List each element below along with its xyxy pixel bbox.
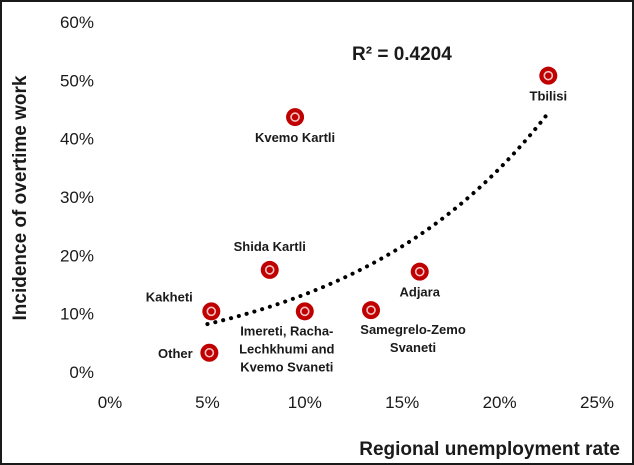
- y-tick-label: 0%: [69, 363, 94, 382]
- x-axis-ticks: 0% 5% 10% 15% 20% 25%: [98, 393, 614, 412]
- y-tick-label: 50%: [60, 71, 94, 90]
- y-tick-label: 40%: [60, 130, 94, 149]
- x-tick-label: 0%: [98, 393, 123, 412]
- data-points: [200, 66, 558, 362]
- x-axis-title: Regional unemployment rate: [359, 439, 620, 460]
- x-tick-label: 20%: [483, 393, 517, 412]
- x-tick-label: 25%: [580, 393, 614, 412]
- data-point-marker: [260, 260, 279, 279]
- y-tick-label: 60%: [60, 13, 94, 32]
- point-label: Tbilisi: [530, 89, 568, 104]
- point-label: Shida Kartli: [234, 239, 306, 254]
- trendline: [205, 110, 551, 327]
- data-point-marker: [295, 302, 314, 321]
- x-tick-label: 10%: [288, 393, 322, 412]
- trendline-path: [205, 110, 551, 327]
- point-label: Kvemo Kartli: [255, 130, 335, 145]
- data-point-marker: [200, 343, 219, 362]
- point-label: Samegrelo-Zemo Svaneti: [360, 322, 466, 355]
- data-point-marker: [202, 302, 221, 321]
- y-tick-label: 20%: [60, 246, 94, 265]
- point-label: Adjara: [399, 285, 440, 300]
- y-tick-label: 30%: [60, 188, 94, 207]
- point-label: Kakheti: [146, 289, 193, 304]
- x-tick-label: 15%: [385, 393, 419, 412]
- y-axis-title: Incidence of overtime work: [10, 75, 31, 320]
- y-axis-ticks: 0% 10% 20% 30% 40% 50% 60%: [60, 13, 94, 382]
- x-tick-label: 5%: [195, 393, 220, 412]
- data-point-marker: [286, 108, 305, 127]
- r-squared-annotation: R² = 0.4204: [352, 44, 452, 65]
- data-point-marker: [410, 262, 429, 281]
- point-label: Other: [158, 346, 193, 361]
- point-labels: Tbilisi Kvemo Kartli Shida Kartli Adjara Kak…: [146, 89, 567, 375]
- point-label: Imereti, Racha-Lechkhumi and Kvemo Svanet…: [239, 323, 334, 374]
- y-tick-label: 10%: [60, 305, 94, 324]
- data-point-marker: [362, 301, 381, 320]
- data-point-marker: [539, 66, 558, 85]
